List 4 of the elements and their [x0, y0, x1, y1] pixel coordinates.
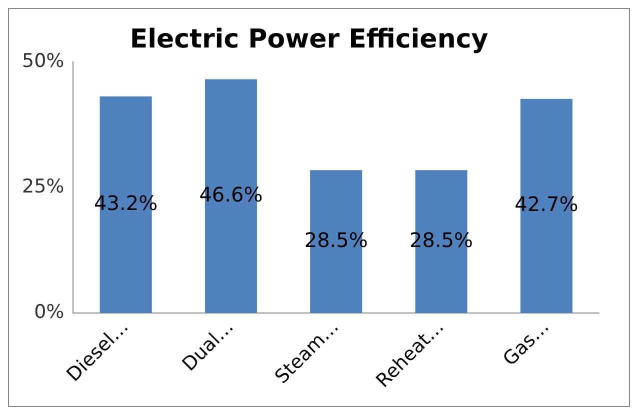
- y-tick-label: 25%: [22, 176, 64, 198]
- y-tick-label: 0%: [34, 301, 64, 324]
- y-tick-label: 50%: [22, 50, 64, 72]
- chart-title: Electric Power Efficiency: [130, 24, 488, 54]
